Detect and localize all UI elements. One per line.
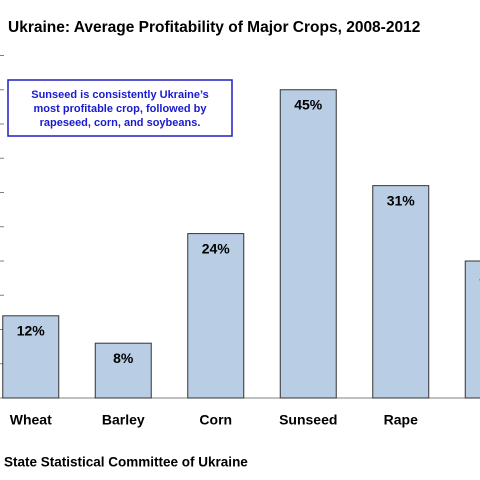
value-label: 31% bbox=[387, 192, 416, 208]
chart-title: Ukraine: Average Profitability of Major … bbox=[8, 19, 420, 36]
annotation-text: most profitable crop, followed by bbox=[34, 103, 208, 115]
value-label: 12% bbox=[17, 323, 46, 339]
x-tick-label: Barley bbox=[102, 412, 145, 428]
x-tick-label: Corn bbox=[199, 412, 232, 428]
bar bbox=[279, 89, 337, 399]
bar bbox=[2, 315, 60, 399]
annotation-text: Sunseed is consistently Ukraine’s bbox=[31, 89, 209, 101]
value-label: 24% bbox=[202, 240, 231, 256]
x-tick-label: Sunseed bbox=[279, 412, 337, 428]
x-tick-label: Rape bbox=[384, 412, 418, 428]
value-label: 45% bbox=[294, 96, 323, 112]
x-tick-label: Wheat bbox=[10, 412, 52, 428]
source-note: State Statistical Committee of Ukraine bbox=[4, 455, 248, 470]
bar bbox=[94, 342, 152, 399]
annotation-text: rapeseed, corn, and soybeans. bbox=[40, 117, 201, 129]
bar bbox=[372, 185, 430, 399]
bar bbox=[187, 233, 245, 399]
bar bbox=[464, 260, 480, 399]
value-label: 8% bbox=[113, 350, 134, 366]
annotation-box bbox=[7, 79, 233, 137]
